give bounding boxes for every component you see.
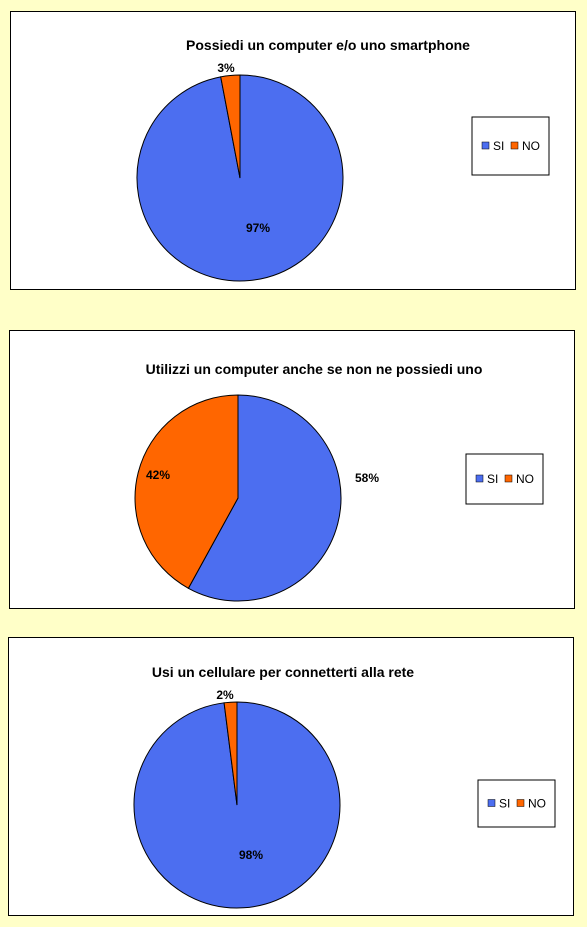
data-label-si: 98% [239, 848, 263, 862]
data-label-no: 2% [216, 688, 234, 702]
pie-chart-svg: Usi un cellulare per connetterti alla re… [133, 664, 556, 909]
chart-title: Usi un cellulare per connetterti alla re… [152, 664, 414, 680]
chart-panel-computer-usage: Utilizzi un computer anche se non ne pos… [9, 330, 575, 609]
pie-slices [136, 74, 344, 282]
legend-swatch-no [516, 799, 525, 807]
pie-chart-svg: Utilizzi un computer anche se non ne pos… [134, 361, 544, 602]
pie-slices [134, 394, 342, 602]
chart-panel-mobile-internet: Usi un cellulare per connetterti alla re… [8, 637, 574, 916]
data-label-si: 58% [355, 471, 379, 485]
legend-label-no: NO [516, 472, 534, 486]
legend-swatch-si [475, 474, 484, 483]
legend-label-si: SI [487, 472, 498, 486]
chart-title: Utilizzi un computer anche se non ne pos… [146, 361, 483, 377]
data-label-no: 42% [146, 468, 170, 482]
legend: SI NO [477, 779, 556, 828]
legend-swatch-si [481, 141, 490, 150]
legend-label-no: NO [522, 139, 540, 153]
chart-title: Possiedi un computer e/o uno smartphone [186, 37, 470, 53]
chart-panel-computer-smartphone: Possiedi un computer e/o uno smartphone … [10, 11, 576, 290]
data-labels: 98% 2% [216, 688, 263, 862]
legend-swatch-no [510, 141, 519, 150]
data-label-si: 97% [246, 221, 270, 235]
legend-swatch-no [504, 474, 513, 483]
legend-box [477, 779, 556, 828]
pie-chart-svg: Possiedi un computer e/o uno smartphone … [136, 37, 550, 282]
pie-slice-si [187, 394, 342, 602]
legend-swatch-si [487, 799, 496, 807]
legend-label-si: SI [499, 797, 510, 811]
pie-slices [133, 701, 341, 909]
pie-slice-no [220, 74, 241, 179]
pie-slice-no [223, 701, 238, 806]
legend: SI NO [471, 116, 550, 176]
legend-label-si: SI [493, 139, 504, 153]
data-label-no: 3% [217, 61, 235, 75]
data-labels: 97% 3% [217, 61, 270, 235]
data-labels: 58% 42% [146, 468, 379, 485]
legend: SI NO [465, 453, 544, 505]
legend-label-no: NO [528, 797, 546, 811]
pie-slice-no [134, 394, 239, 589]
